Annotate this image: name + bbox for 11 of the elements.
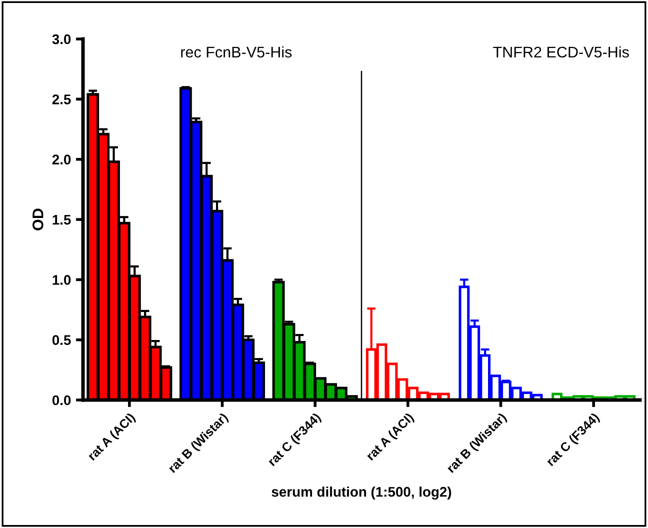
y-tick-label: 2.0 [52,154,71,165]
y-tick-label: 0.5 [52,335,71,346]
y-axis-title: OD [32,208,44,230]
y-tick-label: 1.0 [52,275,71,285]
y-tick-label: 1.5 [52,214,71,225]
y-tick-label: 2.5 [52,94,71,104]
annotation: rec FcnB-V5-His [181,46,292,58]
y-tick-label: 0.0 [52,395,71,406]
y-tick-label: 3.0 [52,34,71,44]
annotation: TNFR2 ECD-V5-His [493,46,629,58]
x-axis-title: serum dilution (1:500, log2) [272,486,452,500]
